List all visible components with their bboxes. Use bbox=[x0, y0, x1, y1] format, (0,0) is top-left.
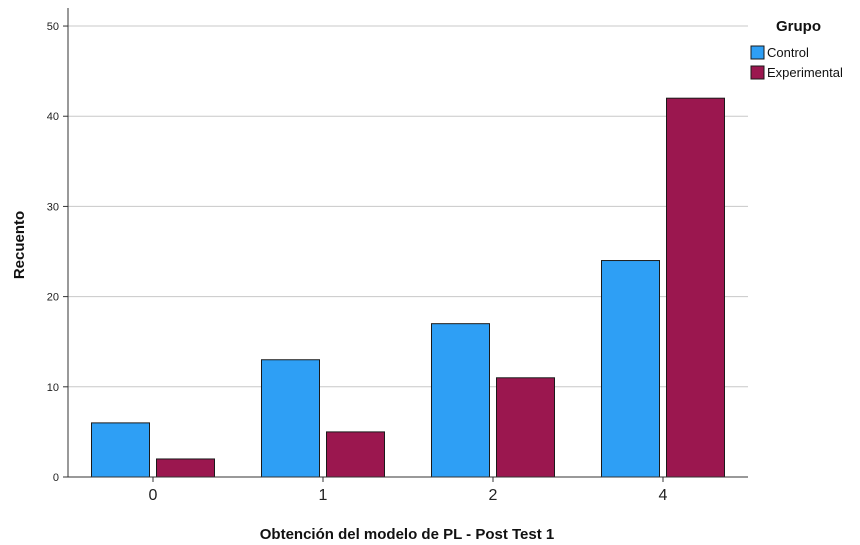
x-tick-label: 2 bbox=[489, 487, 498, 504]
y-tick-label: 10 bbox=[47, 382, 59, 394]
y-tick-label: 40 bbox=[47, 111, 59, 123]
bar-experimental-1 bbox=[326, 431, 385, 478]
y-tick-label: 50 bbox=[47, 21, 59, 33]
x-tick-label: 0 bbox=[149, 487, 158, 504]
y-tick-label: 30 bbox=[47, 201, 59, 213]
y-tick-label: 0 bbox=[53, 472, 59, 484]
y-tick-label: 20 bbox=[47, 292, 59, 304]
y-axis-ticks: 0 10 20 30 40 50 bbox=[47, 21, 68, 484]
bar-control-0 bbox=[91, 422, 150, 478]
bar-control-1 bbox=[261, 359, 320, 478]
y-axis-title: Recuento bbox=[11, 211, 28, 279]
legend: Grupo Control Experimental bbox=[750, 18, 843, 80]
legend-title: Grupo bbox=[776, 18, 821, 35]
x-axis-title: Obtención del modelo de PL - Post Test 1 bbox=[260, 526, 555, 543]
legend-label-experimental: Experimental bbox=[767, 65, 843, 80]
x-tick-label: 1 bbox=[319, 487, 328, 504]
legend-swatch-experimental bbox=[750, 65, 765, 80]
bar-experimental-2 bbox=[496, 377, 555, 478]
bar-control-2 bbox=[431, 323, 490, 478]
bar-control-4 bbox=[601, 260, 660, 478]
legend-swatch-control bbox=[750, 45, 765, 60]
x-tick-label: 4 bbox=[659, 487, 668, 504]
x-axis-ticks: 0 1 2 4 bbox=[149, 477, 668, 504]
legend-label-control: Control bbox=[767, 45, 809, 60]
bar-experimental-4 bbox=[666, 97, 725, 478]
bar-experimental-0 bbox=[156, 458, 215, 478]
bars bbox=[91, 97, 725, 478]
